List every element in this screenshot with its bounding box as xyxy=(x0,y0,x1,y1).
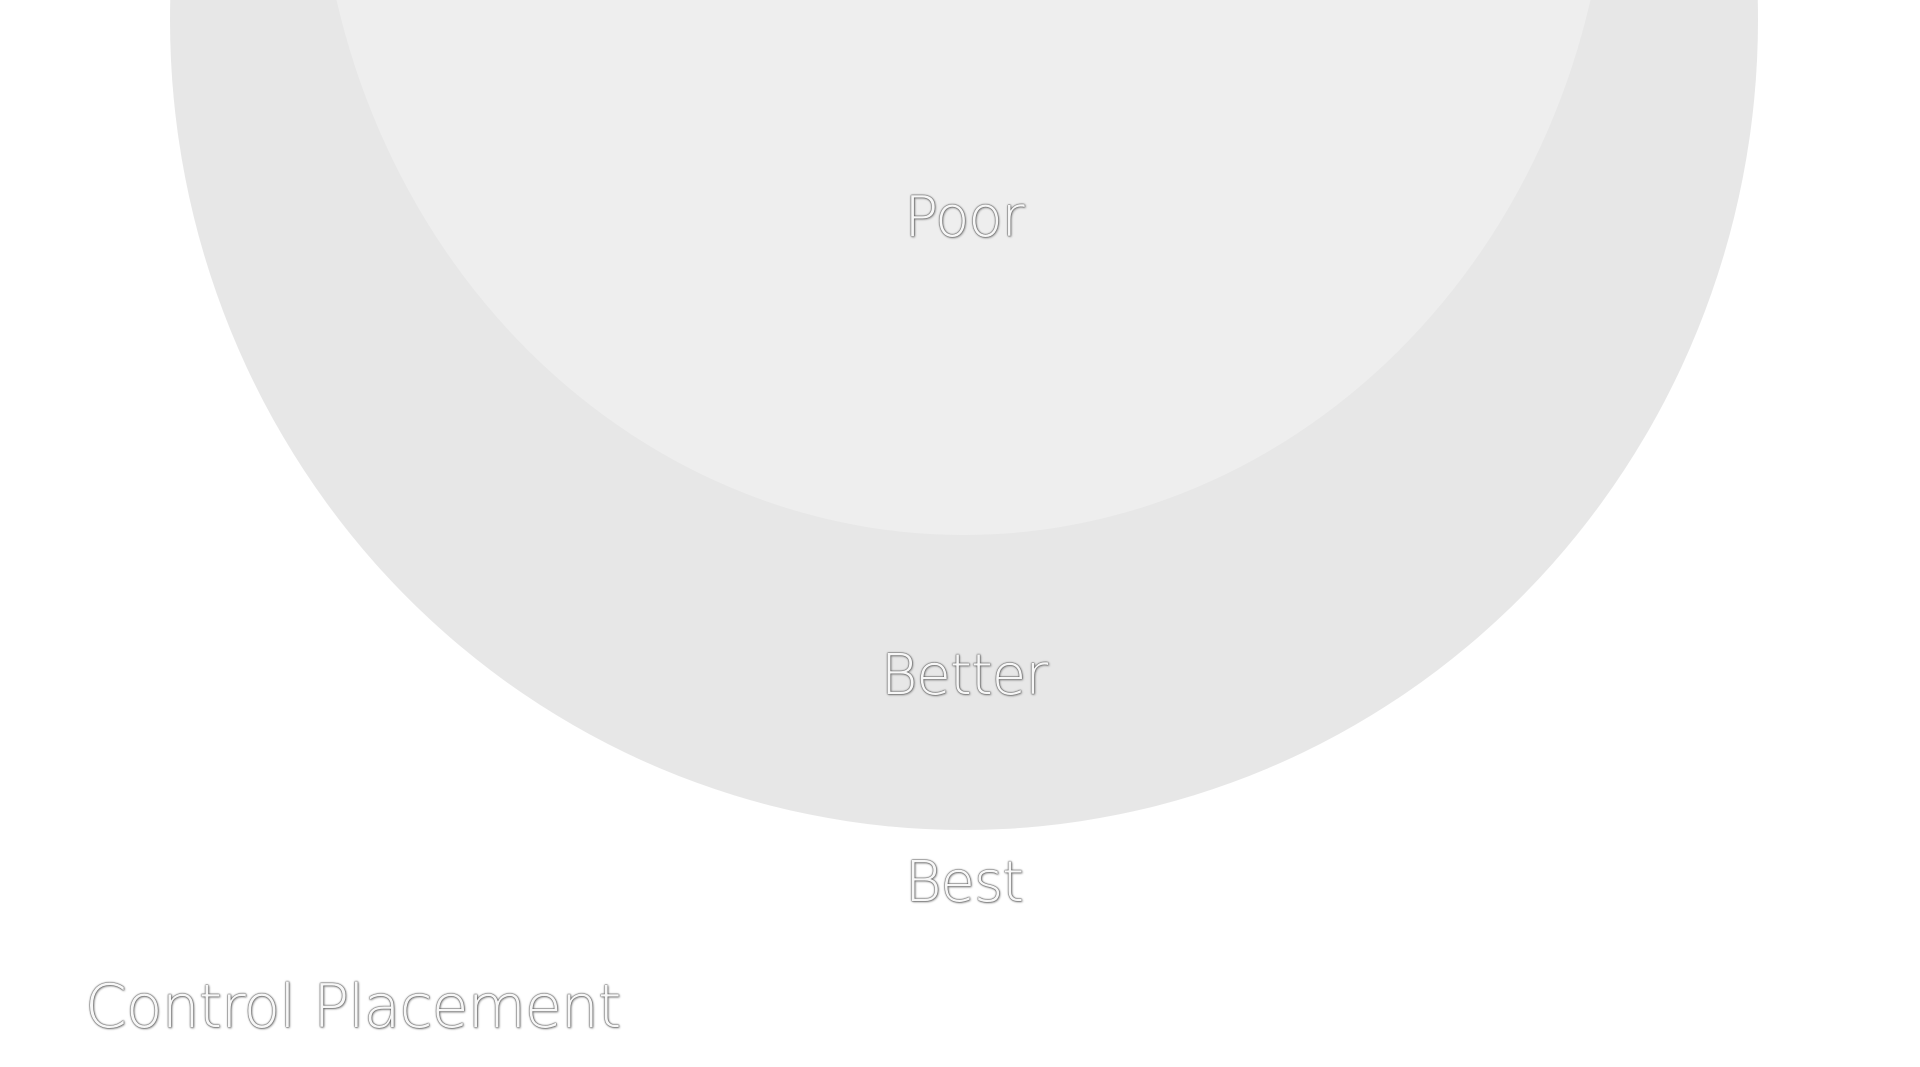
better-zone-label: Better xyxy=(880,643,1049,708)
poor-zone-label: Poor xyxy=(904,185,1024,250)
best-zone-label: Best xyxy=(904,850,1024,915)
diagram-title: Control Placement xyxy=(85,972,621,1042)
